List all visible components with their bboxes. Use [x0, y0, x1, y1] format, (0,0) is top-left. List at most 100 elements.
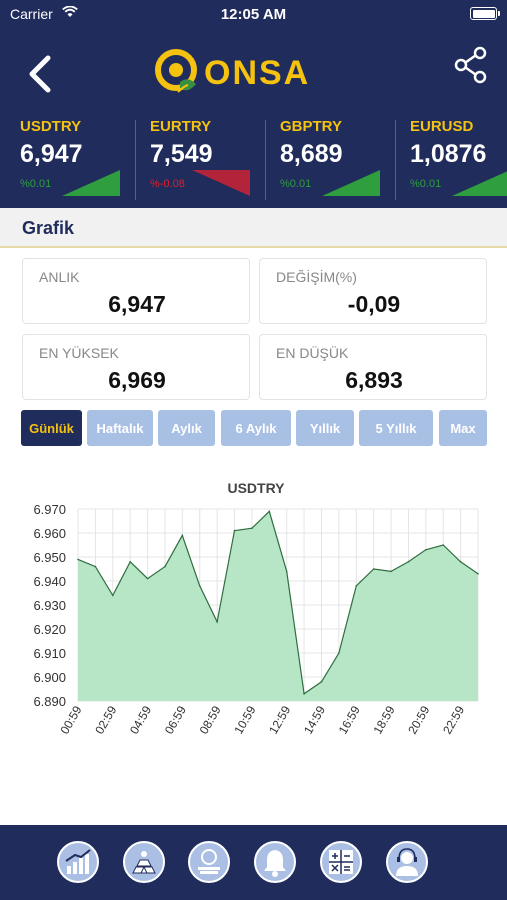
data-point [372, 568, 375, 570]
data-point [181, 534, 184, 537]
x-tick-label: 16:59 [336, 703, 363, 736]
ticker-value: 7,549 [150, 140, 213, 168]
x-axis-ticks: 00:59 02:59 04:59 06:59 08:59 10:59 12:59 14:59… [57, 703, 467, 736]
chart-line [77, 510, 479, 695]
chart-icon [65, 849, 91, 874]
y-tick-label: 6.930 [33, 598, 66, 613]
ticker-change: %0.01 [20, 178, 52, 190]
bottom-nav [0, 825, 507, 900]
wifi-icon [62, 6, 78, 17]
y-tick-label: 6.960 [33, 526, 66, 541]
battery-icon [470, 7, 500, 20]
period-selector: Günlük Haftalık Aylık 6 Aylık Yıllık 5 Y… [21, 410, 487, 446]
nav-gold-coins-button[interactable] [188, 841, 230, 883]
ticker-usdtry[interactable]: USDTRY 6,947 %0.01 [20, 112, 150, 202]
data-point [390, 570, 392, 573]
status-bar: Carrier 12:05 AM [0, 0, 507, 28]
data-point [355, 585, 358, 587]
x-tick-label: 20:59 [405, 703, 432, 736]
data-point [303, 693, 305, 695]
ticker-change: %-0.08 [150, 178, 185, 190]
period-button-6-months[interactable]: 6 Aylık [221, 410, 291, 446]
period-button-5-years[interactable]: 5 Yıllık [359, 410, 433, 446]
x-tick-label: 02:59 [92, 703, 119, 736]
stat-low: EN DÜŞÜK 6,893 [259, 334, 487, 400]
y-tick-label: 6.950 [33, 550, 66, 565]
data-point [320, 681, 323, 683]
y-tick-label: 6.940 [33, 574, 66, 589]
x-tick-label: 18:59 [371, 703, 398, 736]
data-point [338, 652, 340, 654]
nav-chart-button[interactable] [57, 841, 99, 883]
data-point [77, 558, 79, 561]
ticker-eurusd[interactable]: EURUSD 1,0876 %0.01 [410, 112, 507, 202]
support-agent-icon [396, 848, 418, 876]
y-tick-label: 6.890 [33, 694, 66, 709]
ticker-name: EURUSD [410, 118, 474, 135]
y-tick-label: 6.900 [33, 670, 66, 685]
period-button-daily[interactable]: Günlük [21, 410, 82, 446]
ticker-value: 8,689 [280, 140, 343, 168]
y-axis-ticks: 6.970 6.960 6.950 6.940 6.930 6.920 6.910 6.900… [33, 502, 66, 709]
stat-change: DEĞİŞİM(%) -0,09 [259, 258, 487, 324]
period-button-weekly[interactable]: Haftalık [87, 410, 153, 446]
ticker-value: 1,0876 [410, 140, 487, 168]
logo-text: ONSA [204, 54, 311, 92]
x-tick-label: 22:59 [440, 703, 467, 736]
period-button-monthly[interactable]: Aylık [158, 410, 215, 446]
share-icon[interactable] [452, 46, 490, 84]
stat-label: ANLIK [39, 269, 80, 285]
data-point [233, 529, 236, 532]
nav-gold-bars-button[interactable] [123, 841, 165, 883]
x-tick-label: 12:59 [266, 703, 293, 736]
data-point [216, 621, 218, 623]
data-point [442, 544, 445, 546]
calculator-icon [329, 850, 353, 874]
x-tick-label: 14:59 [301, 703, 328, 736]
data-point [146, 577, 149, 580]
period-button-max[interactable]: Max [439, 410, 487, 446]
back-icon[interactable] [22, 52, 62, 96]
data-point [268, 510, 271, 513]
x-tick-label: 06:59 [162, 703, 189, 736]
stat-value: -0,09 [347, 291, 401, 317]
down-trend-icon [192, 170, 250, 196]
y-tick-label: 6.970 [33, 502, 66, 517]
up-trend-icon [322, 170, 380, 196]
stat-label: EN YÜKSEK [39, 345, 119, 361]
gold-bars-icon [132, 851, 156, 874]
stat-label: DEĞİŞİM(%) [276, 269, 357, 285]
bell-icon [264, 850, 286, 877]
nav-support-button[interactable] [386, 841, 428, 883]
clock: 12:05 AM [220, 6, 287, 23]
stat-current: ANLIK 6,947 [22, 258, 250, 324]
data-point [425, 549, 427, 551]
ticker-eurtry[interactable]: EURTRY 7,549 %-0.08 [150, 112, 280, 202]
ticker-change: %0.01 [410, 178, 442, 190]
ticker-divider [265, 120, 266, 200]
data-point [285, 570, 288, 573]
section-header: Grafik [0, 208, 507, 248]
data-point [251, 527, 253, 529]
ticker-divider [135, 120, 136, 200]
y-tick-label: 6.920 [33, 622, 66, 637]
up-trend-icon [452, 171, 507, 196]
up-trend-icon [62, 170, 120, 196]
x-tick-label: 04:59 [127, 703, 154, 736]
data-point [94, 565, 97, 568]
stat-label: EN DÜŞÜK [276, 345, 349, 361]
nav-calculator-button[interactable] [320, 841, 362, 883]
data-points [77, 510, 479, 695]
ticker-name: GBPTRY [280, 118, 342, 135]
ticker-divider [395, 120, 396, 200]
ticker-strip: USDTRY 6,947 %0.01 EURTRY 7,549 %-0.08 G… [0, 112, 507, 202]
data-point [407, 561, 410, 563]
data-point [477, 573, 479, 575]
ticker-gbptry[interactable]: GBPTRY 8,689 %0.01 [280, 112, 410, 202]
data-point [111, 594, 114, 597]
nav-alerts-button[interactable] [254, 841, 296, 883]
price-chart: USDTRY 6.9706.9606.9506.9406.9306.9206.9… [33, 480, 479, 737]
data-point [459, 561, 462, 563]
stat-high: EN YÜKSEK 6,969 [22, 334, 250, 400]
period-button-yearly[interactable]: Yıllık [296, 410, 354, 446]
